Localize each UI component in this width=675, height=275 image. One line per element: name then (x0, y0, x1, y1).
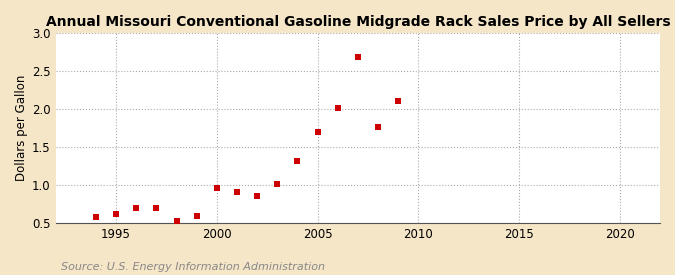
Point (151, 205, 162, 210)
Point (272, 182, 283, 186)
Point (232, 190, 242, 195)
Title: Annual Missouri Conventional Gasoline Midgrade Rack Sales Price by All Sellers: Annual Missouri Conventional Gasoline Mi… (45, 15, 670, 29)
Text: Source: U.S. Energy Information Administration: Source: U.S. Energy Information Administ… (61, 262, 325, 272)
Point (373, 125, 383, 129)
Point (131, 205, 142, 210)
Point (191, 214, 202, 218)
Point (211, 186, 222, 190)
Point (90, 214, 101, 219)
Point (171, 219, 182, 224)
Point (252, 193, 263, 198)
Point (292, 159, 303, 164)
Point (352, 55, 363, 59)
Point (111, 211, 122, 216)
Point (332, 106, 343, 110)
Point (393, 98, 404, 103)
Y-axis label: Dollars per Gallon: Dollars per Gallon (15, 75, 28, 181)
Point (312, 130, 323, 135)
